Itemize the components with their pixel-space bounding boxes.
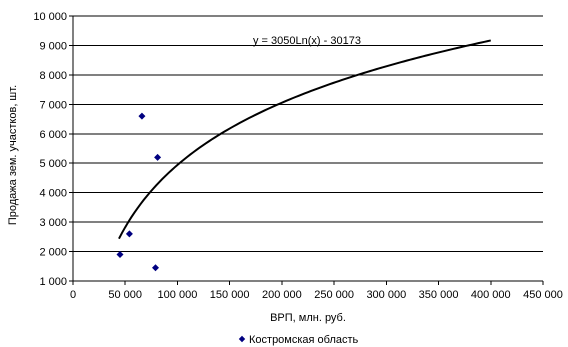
trendline-equation: y = 3050Ln(x) - 30173 (253, 35, 361, 47)
legend-marker-diamond (238, 335, 246, 343)
x-tick-label-6: 300 000 (366, 289, 406, 301)
x-tick-label-2: 100 000 (158, 289, 198, 301)
y-tick-label-5: 6 000 (39, 129, 67, 141)
y-tick-label-3: 4 000 (39, 188, 67, 200)
axes (72, 16, 543, 282)
x-tick-label-0: 0 (70, 289, 76, 301)
x-tick-label-8: 400 000 (471, 289, 511, 301)
y-tick-label-7: 8 000 (39, 70, 67, 82)
data-point-2 (138, 112, 146, 120)
x-tick-label-9: 450 000 (523, 289, 563, 301)
data-point-4 (154, 153, 162, 161)
x-tick-label-3: 150 000 (210, 289, 250, 301)
grid-lines (73, 15, 543, 253)
y-tick-label-0: 1 000 (39, 276, 67, 288)
x-tick-label-7: 350 000 (419, 289, 459, 301)
x-axis-ticks: 0 50 000 100 000 150 000 200 000 250 000 300 0… (70, 281, 563, 301)
y-axis-title: Продажа зем. участков, шт. (7, 85, 19, 225)
data-point-0 (116, 251, 124, 258)
data-point-1 (125, 230, 133, 238)
y-tick-label-1: 2 000 (39, 247, 67, 259)
trendline (118, 39, 491, 240)
y-tick-label-2: 3 000 (39, 217, 67, 229)
y-axis-ticks: 1 000 2 000 3 000 4 000 5 000 6 000 7 000 8 000… (33, 11, 73, 288)
legend-label: Костромская область (249, 334, 359, 346)
data-points (116, 112, 162, 272)
y-tick-label-6: 7 000 (39, 99, 67, 111)
y-tick-label-9: 10 000 (33, 11, 67, 23)
x-tick-label-5: 250 000 (314, 289, 354, 301)
x-tick-label-4: 200 000 (262, 289, 302, 301)
x-tick-label-1: 50 000 (108, 289, 142, 301)
legend: Костромская область (238, 334, 359, 346)
y-tick-label-4: 5 000 (39, 158, 67, 170)
x-axis-title: ВРП, млн. руб. (270, 312, 346, 324)
trendline-group (118, 39, 491, 240)
data-point-3 (152, 264, 160, 272)
y-tick-label-8: 9 000 (39, 40, 67, 52)
